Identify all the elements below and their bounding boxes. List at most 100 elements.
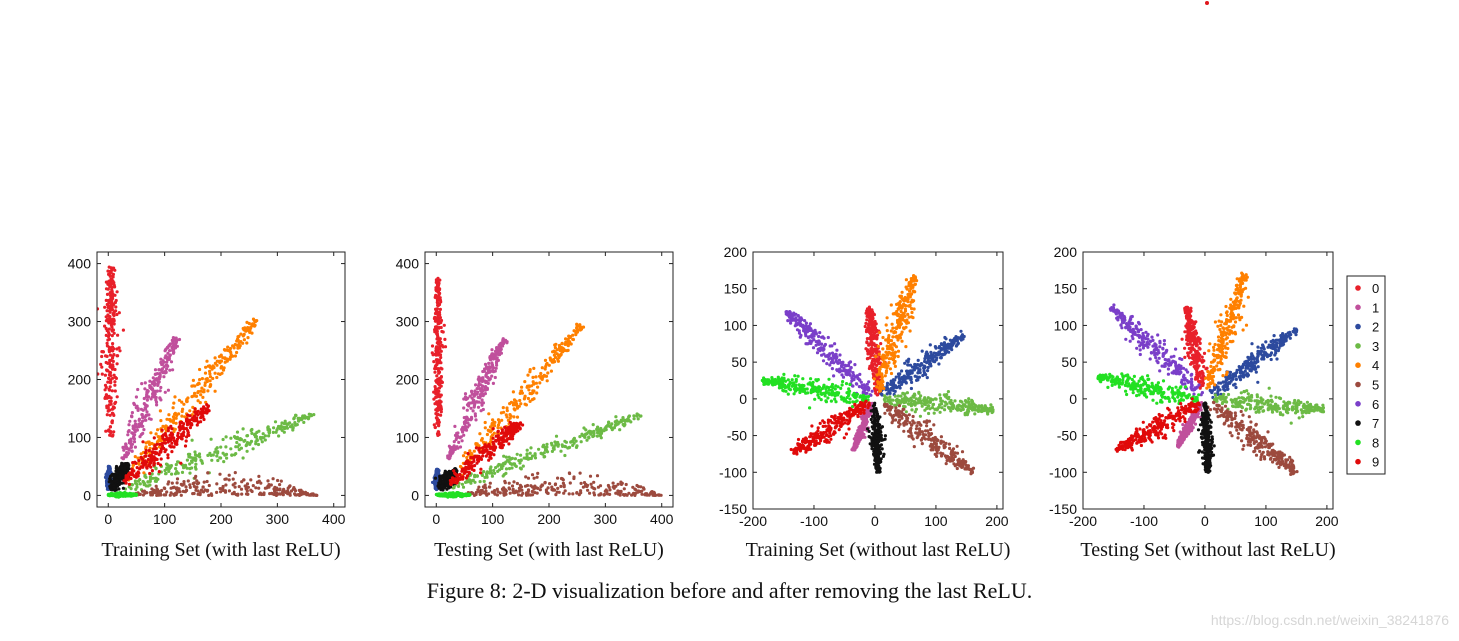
data-point — [227, 478, 231, 482]
data-point — [434, 492, 438, 497]
data-point — [557, 353, 562, 357]
data-point — [495, 349, 499, 353]
data-point — [565, 342, 569, 346]
data-point — [123, 471, 127, 475]
data-point — [245, 443, 249, 447]
data-point — [553, 360, 557, 364]
data-point — [148, 442, 152, 447]
data-point — [453, 447, 457, 451]
data-point — [172, 436, 176, 440]
data-point — [182, 402, 186, 406]
data-point — [435, 469, 439, 473]
data-point — [452, 480, 456, 485]
data-point — [119, 494, 123, 498]
data-point — [517, 493, 521, 497]
data-point — [154, 398, 158, 402]
data-point — [449, 454, 453, 458]
data-point — [164, 434, 168, 438]
data-point — [471, 399, 475, 403]
data-point — [138, 492, 142, 496]
data-point — [113, 479, 117, 483]
data-point — [170, 472, 174, 476]
data-point — [657, 493, 661, 497]
data-point — [173, 441, 178, 445]
data-point — [130, 483, 134, 487]
data-point — [157, 380, 161, 384]
data-point — [199, 410, 203, 414]
data-point — [577, 493, 581, 497]
data-point — [108, 353, 112, 357]
data-point — [465, 455, 469, 460]
data-point — [110, 411, 114, 415]
data-point — [477, 448, 481, 452]
data-point — [870, 350, 875, 354]
data-point — [110, 421, 114, 425]
data-point — [474, 442, 478, 446]
data-point — [579, 489, 583, 493]
data-point — [489, 440, 493, 444]
data-point — [151, 376, 155, 380]
data-point — [109, 318, 113, 322]
data-point — [104, 287, 109, 291]
data-point — [229, 436, 233, 440]
data-point — [97, 307, 100, 311]
data-point — [142, 471, 146, 475]
data-point — [519, 402, 523, 406]
data-point — [481, 369, 485, 374]
data-point — [165, 345, 170, 349]
data-point — [104, 280, 108, 284]
data-point — [466, 462, 470, 466]
data-point — [160, 367, 164, 371]
data-point — [193, 450, 197, 454]
data-point — [191, 492, 195, 496]
data-point — [245, 341, 249, 345]
data-point — [183, 444, 188, 448]
data-point — [513, 429, 517, 433]
data-point — [445, 483, 449, 487]
data-point — [162, 375, 166, 379]
data-point — [208, 384, 212, 389]
data-point — [110, 289, 114, 294]
data-point — [122, 448, 126, 452]
data-point — [481, 454, 485, 458]
data-point — [111, 376, 115, 380]
data-point — [174, 463, 178, 467]
data-point — [108, 358, 112, 362]
data-point — [873, 366, 877, 370]
x-tick-label: 100 — [481, 511, 505, 527]
data-point — [186, 452, 191, 456]
data-point — [496, 423, 501, 427]
data-point — [439, 404, 443, 408]
x-tick-label: 300 — [594, 511, 618, 527]
data-point — [487, 367, 491, 371]
data-point — [433, 367, 437, 371]
data-point — [145, 460, 149, 464]
data-point — [257, 429, 261, 433]
data-point — [213, 389, 217, 393]
data-point — [156, 461, 160, 466]
data-point — [865, 318, 869, 322]
data-point — [510, 437, 515, 441]
data-point — [154, 447, 158, 451]
data-point — [534, 375, 538, 379]
y-tick-label: 200 — [68, 372, 92, 388]
data-point — [530, 489, 534, 494]
data-point — [872, 342, 876, 346]
data-point — [224, 445, 228, 449]
data-point — [187, 418, 191, 422]
data-point — [467, 423, 471, 427]
data-point — [241, 427, 245, 431]
data-point — [578, 471, 582, 475]
data-point — [512, 398, 517, 402]
data-point — [871, 372, 875, 376]
data-point — [488, 467, 492, 471]
data-point — [494, 361, 499, 365]
data-point — [484, 445, 488, 449]
y-tick-label: 100 — [68, 429, 92, 445]
data-point — [443, 345, 448, 349]
data-point — [452, 440, 456, 444]
data-point — [164, 424, 168, 428]
data-point — [431, 353, 435, 357]
data-point — [456, 475, 460, 480]
data-point — [535, 486, 539, 490]
